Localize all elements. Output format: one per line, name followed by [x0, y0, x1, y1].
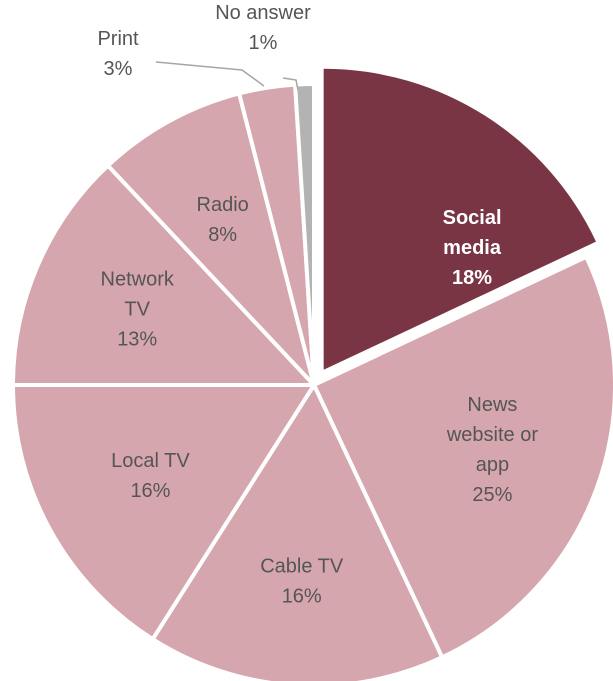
- pie-value-label: 3%: [104, 58, 133, 80]
- pie-value-label: 13%: [117, 328, 157, 350]
- pie-value-label: 16%: [282, 585, 322, 607]
- pie-category-label: Local TV: [111, 450, 190, 472]
- pie-slice-no-answer: [293, 82, 316, 387]
- pie-category-label: website or: [446, 424, 538, 446]
- pie-label-cable-tv: Cable TV 16%: [260, 555, 344, 607]
- pie-slice-news-website-or-app: [312, 254, 613, 660]
- pie-slice-cable-tv: [150, 383, 445, 681]
- pie-label-news-website-or-app: News website or app 25%: [446, 394, 538, 506]
- pie-category-label: Print: [97, 28, 139, 50]
- pie-category-label: media: [443, 237, 502, 259]
- leader-line: [282, 77, 299, 91]
- pie-category-label: No answer: [215, 2, 311, 24]
- pie-label-social-media: Social media 18%: [443, 207, 502, 289]
- pie-category-label: News: [467, 394, 517, 416]
- pie-value-label: 18%: [452, 267, 492, 289]
- leader-line: [155, 61, 265, 87]
- pie-value-label: 8%: [208, 224, 237, 246]
- pie-slice-local-tv: [11, 383, 316, 642]
- pie-label-local-tv: Local TV 16%: [111, 450, 190, 502]
- pie-category-label: Social: [443, 207, 502, 229]
- pie-category-label: Network: [101, 268, 175, 290]
- pie-slice-social-media: [323, 68, 596, 370]
- pie-slice-network-tv: [11, 163, 316, 387]
- pie-label-network-tv: Network TV 13%: [101, 268, 175, 350]
- pie-value-label: 25%: [472, 484, 512, 506]
- pie-category-label: Cable TV: [260, 555, 344, 577]
- pie-value-label: 1%: [249, 32, 278, 54]
- pie-category-label: TV: [124, 298, 150, 320]
- pie-category-label: Radio: [197, 194, 249, 216]
- pie-label-print: Print 3%: [97, 28, 139, 80]
- pie-label-radio: Radio 8%: [197, 194, 249, 246]
- pie-label-no-answer: No answer 1%: [215, 2, 311, 54]
- pie-slice-radio: [105, 91, 316, 387]
- pie-category-label: app: [476, 454, 509, 476]
- pie-value-label: 16%: [130, 480, 170, 502]
